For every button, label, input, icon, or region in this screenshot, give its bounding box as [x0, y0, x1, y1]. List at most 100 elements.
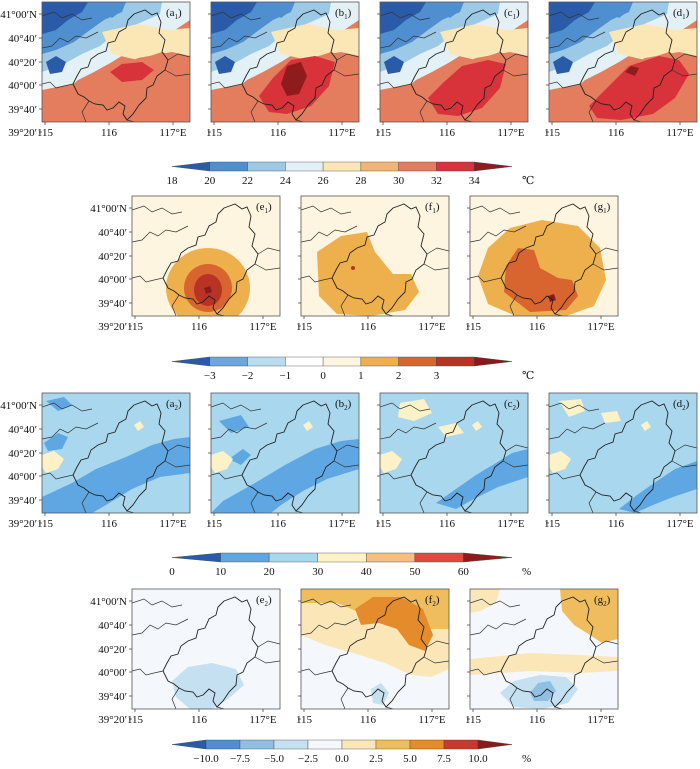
temp-colorbar: 18 20 22 24 26 28 30 32 34 ℃: [167, 161, 534, 187]
lon-tick-label: 116: [439, 518, 456, 530]
lon-tick-label: 117°E: [497, 518, 524, 530]
colorbar-unit: ℃: [522, 370, 534, 382]
colorbar-unit: %: [522, 566, 531, 578]
lon-tick-label: 115: [375, 518, 392, 530]
map-panel-f2: (f2) 115 116 117°E: [296, 588, 450, 726]
lat-tick-label: 39°40′: [98, 691, 127, 703]
colorbar-segment: [443, 739, 479, 750]
colorbar-segment: [414, 552, 464, 563]
panel-label: (a2): [166, 398, 182, 412]
beijing-outline: [72, 9, 169, 121]
lat-tick-label: 39°40′: [8, 104, 37, 116]
boundary-lines: [470, 205, 618, 316]
lat-tick-label: 40°40′: [8, 424, 37, 436]
lon-tick-label: 116: [101, 127, 118, 139]
colorbar-tick-label: 2.5: [369, 753, 383, 765]
map-panel-e2: (e2) 41°00′N 40°40′ 40°20′ 40°00′ 39°40′ 39°20…: [90, 588, 281, 726]
colorbars: 18 20 22 24 26 28 30 32 34 ℃ −3 −2 −1 0 1 2 3 ℃ 0 10 20 30 40 5…: [167, 161, 534, 765]
boundary-lines: [549, 11, 697, 122]
lon-tick-label: 117°E: [666, 127, 693, 139]
lon-tick-label: 115: [37, 518, 54, 530]
beijing-outline: [162, 596, 259, 708]
colorbar-segment: [268, 552, 318, 563]
lat-tick-label: 39°20′: [98, 321, 127, 333]
lat-tick-label: 41°00′N: [90, 203, 127, 215]
colorbar-tick-label: −7.5: [230, 753, 250, 765]
colorbar-tick-label: 20: [264, 566, 276, 578]
colorbar-segment: [285, 161, 324, 172]
lon-tick-label: 115: [375, 127, 392, 139]
colorbar-tick-label: 22: [242, 175, 253, 187]
colorbar-segment: [220, 552, 270, 563]
colorbar-segment: [436, 161, 475, 172]
colorbar-segment: [360, 161, 399, 172]
lon-tick-label: 117°E: [587, 321, 614, 333]
panel-label: (b2): [335, 398, 352, 412]
lon-tick-label: 117°E: [159, 518, 186, 530]
colorbar-tick-label: 26: [318, 175, 330, 187]
colorbar-tick-label: −3: [204, 370, 216, 382]
panel-label: (f2): [425, 594, 440, 608]
colorbar-tick-label: −10.0: [193, 753, 219, 765]
lon-tick-label: 117°E: [666, 518, 693, 530]
colorbar-segment: [366, 552, 416, 563]
panel-label: (e1): [256, 201, 272, 215]
lat-tick-label: 39°40′: [8, 495, 37, 507]
colorbar-segment: [474, 356, 513, 367]
colorbar-segment: [322, 356, 362, 367]
lon-tick-label: 116: [270, 127, 287, 139]
map-panel-b1: (b1) 115 116 117°E: [206, 1, 360, 139]
colorbar-tick-label: 30: [312, 566, 324, 578]
colorbar-tick-label: 20: [204, 175, 216, 187]
boundary-lines: [549, 402, 697, 513]
lon-tick-label: 117°E: [249, 714, 276, 726]
tdiff-colorbar: −3 −2 −1 0 1 2 3 ℃: [171, 356, 534, 382]
beijing-outline: [241, 400, 338, 512]
panel-label: (d2): [673, 398, 690, 412]
colorbar-segment: [398, 161, 437, 172]
row4-panels: (e2) 41°00′N 40°40′ 40°20′ 40°00′ 39°40′ 39°20…: [90, 588, 619, 726]
map-panel-b2: (b2) 115 116 117°E: [206, 392, 360, 530]
colorbar-tick-label: 60: [458, 566, 470, 578]
lat-tick-label: 40°20′: [8, 448, 37, 460]
colorbar-tick-label: −2: [242, 370, 254, 382]
panel-label: (c1): [504, 7, 520, 21]
map-panel-c1: (c1) 115 116 117°E: [375, 1, 529, 139]
lat-tick-label: 40°00′: [98, 274, 127, 286]
colorbar-tick-label: 28: [355, 175, 367, 187]
colorbar-tick-label: 30: [393, 175, 405, 187]
panel-label: (d1): [673, 7, 690, 21]
colorbar-segment: [171, 161, 210, 172]
lat-tick-label: 39°20′: [98, 714, 127, 726]
colorbar-tick-label: 0.0: [335, 753, 349, 765]
lon-tick-label: 115: [544, 127, 561, 139]
lon-tick-label: 117°E: [418, 321, 445, 333]
lon-tick-label: 116: [191, 714, 208, 726]
colorbar-tick-label: 3: [434, 370, 440, 382]
lat-tick-label: 40°00′: [98, 667, 127, 679]
colorbar-segment: [436, 356, 475, 367]
boundary-lines: [42, 402, 190, 513]
beijing-outline: [410, 9, 507, 121]
lon-tick-label: 115: [544, 518, 561, 530]
colorbar-segment: [171, 739, 207, 750]
colorbar-segment: [317, 552, 367, 563]
colorbar-tick-label: 50: [409, 566, 421, 578]
lon-tick-label: 115: [127, 321, 144, 333]
colorbar-unit: %: [522, 753, 531, 765]
lon-tick-label: 117°E: [249, 321, 276, 333]
colorbar-segment: [360, 356, 399, 367]
lon-tick-label: 115: [127, 714, 144, 726]
lon-tick-label: 116: [191, 321, 208, 333]
panel-label: (g1): [594, 201, 611, 215]
panel-label: (f1): [425, 201, 440, 215]
rh-colorbar: 0 10 20 30 40 50 60%: [169, 552, 531, 578]
map-panel-a2: (a2) 41°00′N 40°40′ 40°20′ 40°00′ 39°40′ 39°20…: [0, 392, 191, 530]
lon-tick-label: 117°E: [497, 127, 524, 139]
colorbar-tick-label: 10: [215, 566, 227, 578]
colorbar-tick-label: 2: [396, 370, 402, 382]
colorbar-segment: [205, 739, 241, 750]
colorbar-segment: [285, 356, 324, 367]
lon-tick-label: 115: [296, 321, 313, 333]
colorbar-segment: [307, 739, 343, 750]
